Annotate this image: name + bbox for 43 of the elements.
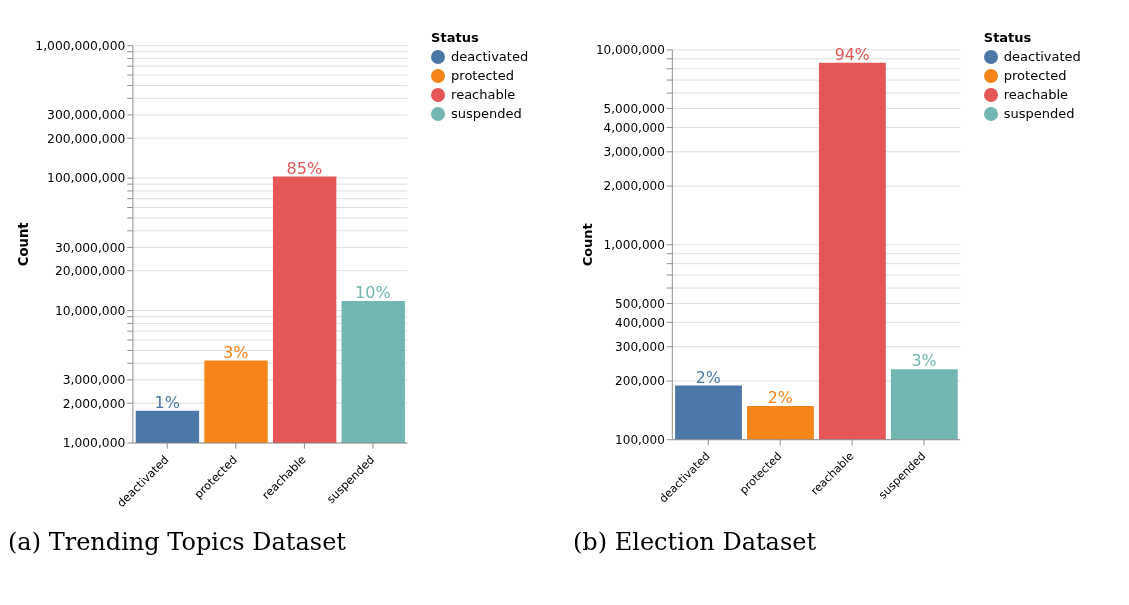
legend-label: deactivated bbox=[451, 49, 529, 64]
annotation: 1% bbox=[154, 393, 180, 413]
y-axis-title: Count bbox=[15, 221, 31, 267]
legend-label: deactivated bbox=[1003, 49, 1081, 64]
y-tick-label: 400,000 bbox=[615, 315, 665, 330]
annotation: 10% bbox=[355, 283, 391, 303]
y-tick-label: 4,000,000 bbox=[603, 120, 665, 135]
y-tick-label: 200,000,000 bbox=[47, 131, 126, 146]
y-tick-label: 500,000 bbox=[615, 296, 665, 311]
annotation: 94% bbox=[834, 45, 870, 65]
y-tick-label: 1,000,000,000 bbox=[35, 39, 126, 54]
y-tick-label: 10,000,000 bbox=[595, 43, 665, 58]
legend-label: suspended bbox=[1003, 106, 1075, 121]
y-tick-label: 1,000,000 bbox=[62, 436, 126, 451]
annotation: 2% bbox=[695, 367, 721, 387]
annotation: 3% bbox=[911, 351, 937, 371]
annotation: 85% bbox=[286, 158, 323, 178]
y-tick-label: 3,000,000 bbox=[603, 145, 665, 160]
legend-label: reachable bbox=[1003, 87, 1069, 102]
y-tick-label: 1,000,000 bbox=[603, 238, 665, 253]
y-tick-label: 2,000,000 bbox=[603, 179, 665, 194]
legend-title: Status bbox=[431, 30, 480, 45]
y-tick-label: 200,000 bbox=[615, 374, 665, 389]
legend-label: protected bbox=[1003, 68, 1067, 83]
legend-label: protected bbox=[451, 68, 514, 83]
annotation: 2% bbox=[767, 388, 793, 408]
y-tick-label: 300,000 bbox=[615, 340, 665, 354]
y-tick-label: 5,000,000 bbox=[603, 101, 665, 116]
y-tick-label: 100,000 bbox=[615, 433, 665, 447]
y-tick-label: 10,000,000 bbox=[54, 303, 126, 318]
y-tick-label: 3,000,000 bbox=[62, 373, 126, 388]
annotation: 3% bbox=[223, 342, 249, 362]
y-tick-label: 100,000,000 bbox=[47, 171, 126, 186]
legend-title: Status bbox=[983, 30, 1033, 45]
text: (b) Election Dataset bbox=[573, 528, 818, 556]
y-tick-label: 30,000,000 bbox=[54, 240, 126, 255]
y-tick-label: 2,000,000 bbox=[62, 396, 126, 411]
y-tick-label: 300,000,000 bbox=[47, 108, 126, 123]
text: (a) Trending Topics Dataset bbox=[8, 528, 347, 556]
legend-label: suspended bbox=[451, 106, 522, 121]
y-tick-label: 20,000,000 bbox=[54, 264, 126, 279]
y-axis-title: Count bbox=[580, 223, 596, 267]
legend-label: reachable bbox=[451, 87, 516, 102]
